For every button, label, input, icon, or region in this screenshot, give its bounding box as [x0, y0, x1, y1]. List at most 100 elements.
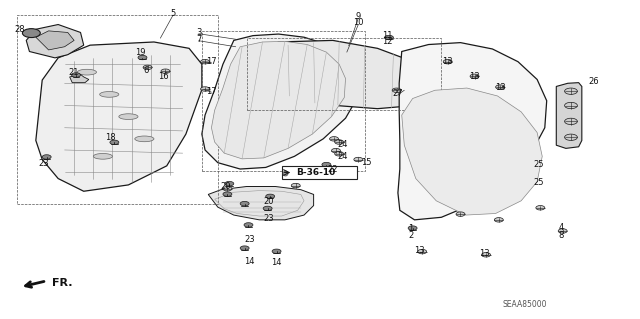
- Text: 7: 7: [196, 35, 202, 44]
- Circle shape: [408, 226, 417, 230]
- Ellipse shape: [100, 92, 119, 97]
- Text: 4: 4: [559, 223, 564, 232]
- Text: 18: 18: [105, 133, 116, 142]
- Text: 15: 15: [361, 158, 371, 167]
- Circle shape: [244, 223, 253, 227]
- Text: 22: 22: [328, 165, 338, 174]
- Text: 26: 26: [588, 77, 598, 86]
- Text: 12: 12: [382, 38, 392, 47]
- Polygon shape: [36, 31, 74, 50]
- Circle shape: [72, 73, 81, 77]
- Circle shape: [322, 162, 331, 167]
- Text: 13: 13: [469, 72, 480, 81]
- Circle shape: [495, 85, 504, 89]
- Circle shape: [385, 35, 394, 40]
- Circle shape: [42, 155, 51, 159]
- Text: 23: 23: [39, 159, 49, 168]
- Circle shape: [138, 55, 147, 60]
- Polygon shape: [36, 42, 202, 191]
- Text: 23: 23: [264, 214, 274, 223]
- Text: 17: 17: [206, 56, 217, 65]
- Circle shape: [564, 88, 577, 94]
- Circle shape: [263, 206, 272, 211]
- Circle shape: [335, 140, 344, 144]
- Circle shape: [558, 229, 567, 233]
- Circle shape: [494, 218, 503, 222]
- Text: 13: 13: [442, 57, 453, 66]
- Circle shape: [223, 187, 232, 191]
- Circle shape: [223, 192, 232, 196]
- Polygon shape: [398, 43, 547, 220]
- Bar: [282, 166, 357, 179]
- Text: 16: 16: [158, 72, 169, 81]
- Text: 23: 23: [244, 235, 255, 244]
- Polygon shape: [202, 34, 358, 169]
- Circle shape: [291, 183, 300, 188]
- Text: 17: 17: [206, 87, 217, 96]
- Ellipse shape: [77, 69, 97, 75]
- Circle shape: [240, 246, 249, 250]
- Bar: [246, 38, 442, 110]
- Polygon shape: [208, 187, 314, 220]
- Text: 20: 20: [264, 197, 274, 206]
- Text: 24: 24: [338, 140, 348, 149]
- Circle shape: [418, 249, 427, 254]
- Polygon shape: [556, 83, 582, 148]
- Text: 8: 8: [559, 231, 564, 240]
- Circle shape: [200, 87, 209, 91]
- Text: 21: 21: [69, 68, 79, 77]
- Text: 5: 5: [170, 9, 176, 18]
- Polygon shape: [70, 74, 89, 83]
- Text: 3: 3: [196, 28, 202, 37]
- Ellipse shape: [93, 153, 113, 159]
- Circle shape: [316, 167, 324, 172]
- Circle shape: [110, 140, 119, 145]
- Text: 20: 20: [220, 182, 231, 191]
- Text: 13: 13: [495, 83, 506, 92]
- Circle shape: [564, 118, 577, 124]
- Text: 19: 19: [134, 48, 145, 57]
- Circle shape: [456, 212, 465, 216]
- Text: 27: 27: [392, 89, 403, 98]
- Ellipse shape: [135, 136, 154, 142]
- Circle shape: [330, 137, 339, 141]
- Text: 6: 6: [143, 66, 149, 75]
- Circle shape: [481, 253, 490, 257]
- Polygon shape: [211, 41, 346, 159]
- Circle shape: [354, 157, 363, 162]
- Circle shape: [536, 205, 545, 210]
- Polygon shape: [402, 88, 542, 215]
- Circle shape: [332, 148, 340, 153]
- Text: 1: 1: [408, 224, 413, 233]
- Circle shape: [240, 201, 249, 206]
- Text: 2: 2: [408, 231, 413, 240]
- Text: 9: 9: [356, 12, 361, 21]
- Text: 28: 28: [15, 25, 25, 34]
- Text: SEAA85000: SEAA85000: [502, 300, 547, 308]
- Bar: [202, 31, 365, 171]
- Polygon shape: [248, 41, 435, 109]
- Text: 13: 13: [479, 249, 490, 258]
- Text: 10: 10: [353, 19, 364, 27]
- Circle shape: [200, 59, 209, 64]
- Text: 25: 25: [533, 178, 543, 187]
- Circle shape: [22, 29, 40, 38]
- Text: 14: 14: [244, 257, 255, 266]
- Text: 24: 24: [338, 152, 348, 161]
- Text: 11: 11: [382, 31, 392, 40]
- Text: B-36-10: B-36-10: [296, 168, 335, 177]
- Circle shape: [335, 152, 344, 156]
- Ellipse shape: [119, 114, 138, 120]
- Circle shape: [564, 134, 577, 140]
- Circle shape: [444, 59, 452, 64]
- Circle shape: [266, 194, 275, 198]
- Circle shape: [272, 249, 281, 254]
- Polygon shape: [26, 25, 84, 58]
- Text: FR.: FR.: [52, 278, 72, 288]
- Bar: [17, 15, 218, 204]
- Text: 25: 25: [533, 160, 543, 169]
- Circle shape: [143, 65, 152, 70]
- Circle shape: [470, 74, 479, 78]
- Circle shape: [564, 102, 577, 109]
- Text: 13: 13: [414, 246, 425, 255]
